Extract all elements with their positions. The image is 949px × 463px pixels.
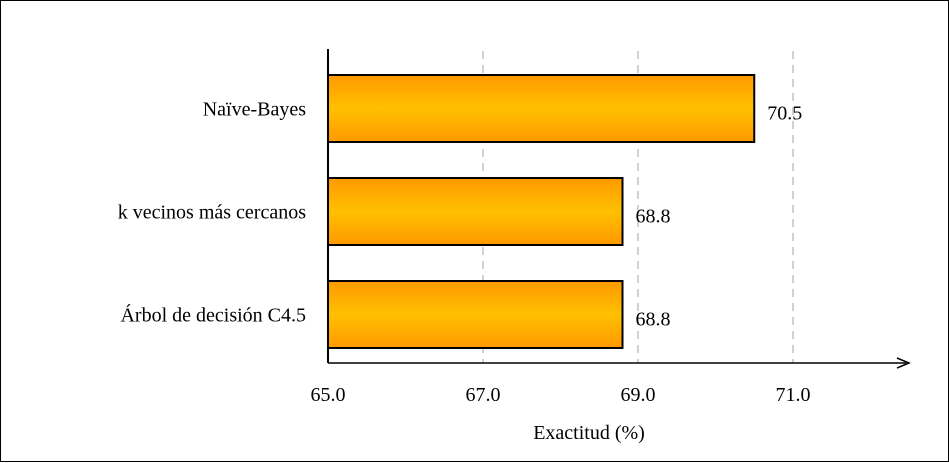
bar xyxy=(327,177,624,246)
category-label: Naïve-Bayes xyxy=(203,99,307,121)
bar xyxy=(327,280,624,349)
x-tick-label: 65.0 xyxy=(311,384,346,406)
category-label: k vecinos más cercanos xyxy=(118,202,306,224)
bar xyxy=(327,74,756,143)
data-label: 68.8 xyxy=(636,206,671,228)
x-tick-label: 71.0 xyxy=(776,384,811,406)
data-label: 70.5 xyxy=(767,103,802,125)
x-tick-label: 69.0 xyxy=(621,384,656,406)
x-axis-arrow xyxy=(896,357,911,369)
x-axis-label: Exactitud (%) xyxy=(533,422,645,444)
category-label: Árbol de decisión C4.5 xyxy=(120,304,306,327)
data-label: 68.8 xyxy=(636,309,671,331)
x-tick-label: 67.0 xyxy=(466,384,501,406)
